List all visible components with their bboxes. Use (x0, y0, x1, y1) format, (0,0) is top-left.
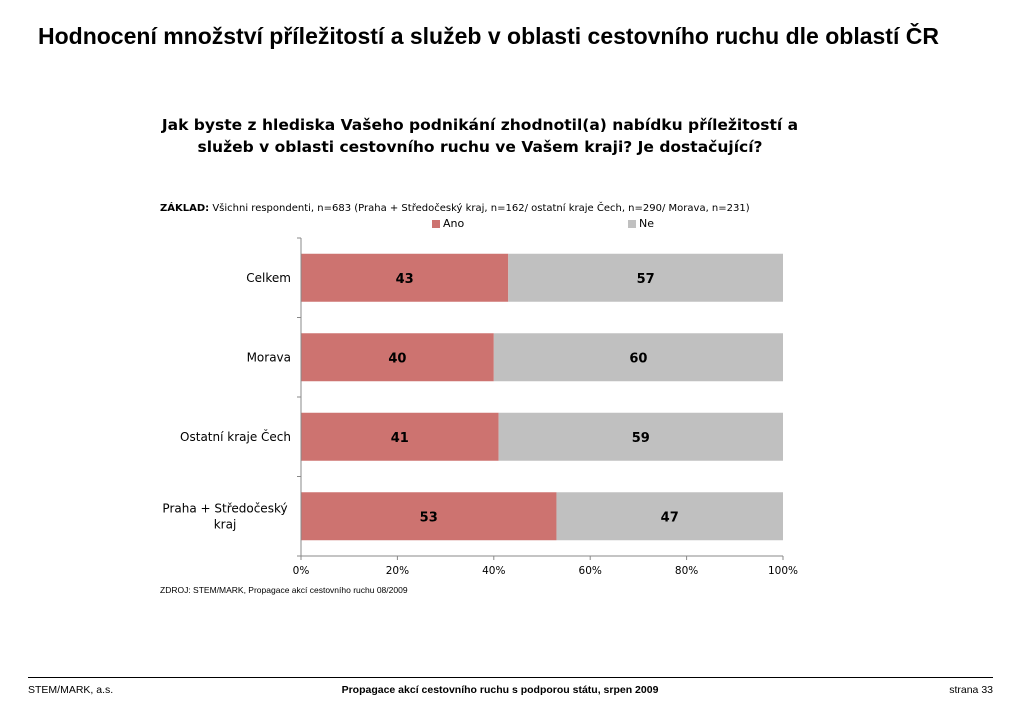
footer-divider (28, 677, 993, 678)
data-label: 40 (388, 351, 406, 366)
chart-legend: Ano Ne (160, 217, 800, 233)
base-label: ZÁKLAD: (160, 203, 210, 214)
data-label: 59 (632, 431, 650, 446)
footer-title: Propagace akcí cestovního ruchu s podpor… (341, 684, 659, 696)
legend-item-ano: Ano (432, 217, 464, 230)
category-label: Celkem (246, 271, 291, 285)
bar-ne (493, 333, 783, 382)
page-number: strana 33 (949, 684, 993, 696)
category-label: Praha + Středočeský (162, 501, 287, 515)
category-label: kraj (214, 517, 237, 531)
data-label: 41 (391, 431, 409, 446)
bar-ano (301, 253, 509, 302)
bar-ano (301, 412, 499, 461)
bar-ano (301, 492, 557, 541)
bar-ne (508, 253, 783, 302)
x-tick-label: 80% (675, 565, 698, 577)
bar-ne (498, 412, 783, 461)
base-note: ZÁKLAD: Všichni respondenti, n=683 (Prah… (160, 203, 800, 214)
base-text: Všichni respondenti, n=683 (Praha + Stře… (212, 203, 750, 214)
bar-ne (556, 492, 783, 541)
category-label: Morava (247, 350, 291, 364)
x-tick-label: 0% (293, 565, 310, 577)
x-tick-label: 100% (768, 565, 798, 577)
category-label: Ostatní kraje Čech (180, 429, 291, 444)
x-tick-label: 20% (386, 565, 409, 577)
chart-title: Jak byste z hlediska Vašeho podnikání zh… (161, 116, 799, 156)
data-label: 57 (637, 272, 655, 287)
page-title: Hodnocení množství příležitostí a služeb… (38, 23, 939, 49)
legend-item-ne: Ne (628, 217, 654, 230)
legend-swatch-ne (628, 219, 636, 228)
legend-label-ne: Ne (639, 217, 654, 230)
x-tick-label: 40% (482, 565, 505, 577)
footer-company: STEM/MARK, a.s. (28, 684, 114, 696)
data-label: 60 (629, 351, 647, 366)
legend-label-ano: Ano (443, 217, 465, 230)
bar-ano (301, 333, 494, 382)
x-tick-label: 60% (579, 565, 602, 577)
source-note: ZDROJ: STEM/MARK, Propagace akcí cestovn… (160, 585, 408, 595)
legend-swatch-ano (432, 219, 440, 228)
data-label: 53 (420, 510, 438, 525)
data-label: 47 (661, 510, 679, 525)
data-label: 43 (396, 272, 414, 287)
